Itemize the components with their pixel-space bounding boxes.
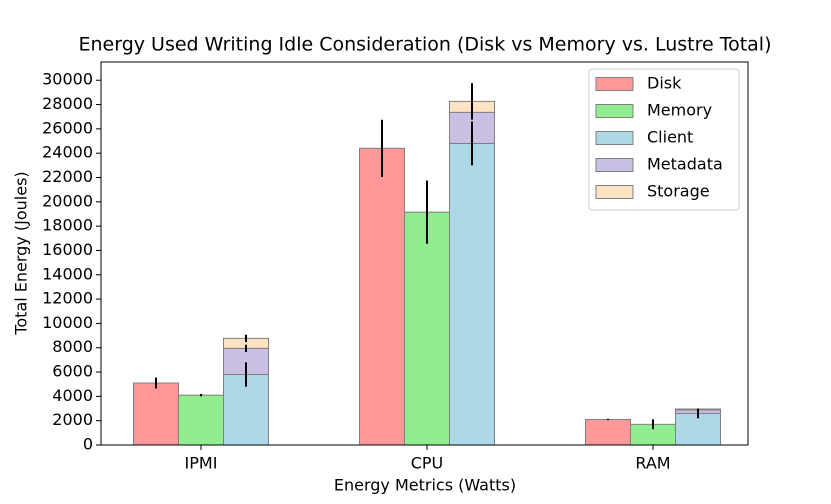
y-tick-label: 20000 — [42, 191, 93, 210]
y-tick-label: 6000 — [52, 362, 93, 381]
legend-label: Storage — [647, 182, 710, 201]
x-axis-label: Energy Metrics (Watts) — [334, 476, 516, 495]
chart-title: Energy Used Writing Idle Consideration (… — [79, 34, 772, 56]
bar — [359, 147, 405, 446]
bar — [404, 211, 450, 446]
plot-frame — [100, 61, 749, 446]
y-tick-label: 14000 — [42, 264, 93, 283]
legend-swatch — [595, 77, 634, 91]
y-tick-label: 24000 — [42, 143, 93, 162]
y-tick-label: 4000 — [52, 386, 93, 405]
legend-swatch — [595, 104, 634, 118]
legend-swatch — [595, 131, 634, 145]
y-tick-label: 18000 — [42, 216, 93, 235]
bar — [675, 412, 721, 446]
legend-swatch — [595, 158, 634, 172]
legend-label: Metadata — [647, 155, 723, 174]
x-tick-label: IPMI — [185, 454, 218, 473]
legend-swatch — [595, 185, 634, 199]
bar — [178, 394, 224, 446]
y-tick-label: 16000 — [42, 240, 93, 259]
y-tick-label: 12000 — [42, 289, 93, 308]
y-tick-label: 2000 — [52, 410, 93, 429]
legend-label: Disk — [647, 74, 682, 93]
bar — [133, 382, 179, 446]
y-tick-label: 26000 — [42, 118, 93, 137]
y-tick-label: 30000 — [42, 70, 93, 89]
y-axis-label: Total Energy (Joules) — [12, 171, 31, 335]
y-tick-label: 22000 — [42, 167, 93, 186]
legend-label: Client — [647, 128, 693, 147]
bar — [449, 142, 495, 446]
y-tick-label: 8000 — [52, 337, 93, 356]
legend-label: Memory — [647, 101, 712, 120]
y-tick-label: 28000 — [42, 94, 93, 113]
bar — [585, 418, 631, 446]
y-tick-label: 10000 — [42, 313, 93, 332]
x-tick-label: RAM — [635, 454, 670, 473]
x-tick-label: CPU — [411, 454, 444, 473]
y-tick-label: 0 — [83, 435, 93, 454]
